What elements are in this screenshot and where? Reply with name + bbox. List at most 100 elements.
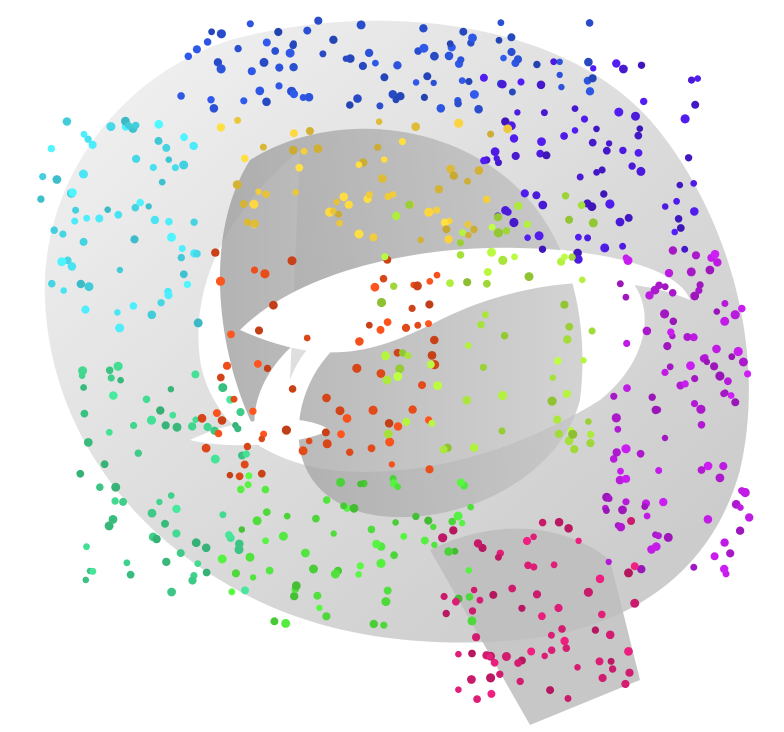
data-point	[464, 221, 472, 228]
data-point	[713, 258, 722, 267]
data-point	[676, 224, 685, 232]
data-point	[374, 143, 382, 151]
data-point	[720, 538, 729, 547]
data-point	[508, 88, 516, 96]
data-point	[316, 604, 323, 612]
data-point	[427, 351, 437, 360]
data-point	[249, 574, 257, 581]
data-point	[79, 237, 88, 246]
data-point	[634, 131, 643, 140]
data-point	[493, 155, 500, 162]
data-point	[261, 485, 270, 494]
data-point	[487, 130, 495, 138]
data-point	[465, 593, 474, 601]
data-point	[465, 567, 473, 574]
data-point	[436, 104, 446, 113]
data-point	[147, 508, 157, 518]
data-point	[542, 151, 551, 160]
data-point	[394, 483, 402, 491]
data-point	[83, 543, 90, 551]
data-point	[162, 143, 171, 152]
data-point	[367, 444, 376, 453]
data-point	[389, 191, 397, 198]
data-point	[636, 449, 645, 458]
data-point	[467, 616, 477, 626]
data-point	[668, 246, 678, 255]
data-point	[547, 396, 557, 406]
data-point	[624, 213, 633, 222]
data-point	[470, 225, 478, 234]
data-point	[595, 657, 604, 666]
data-point	[162, 557, 171, 567]
data-point	[342, 414, 352, 423]
data-point	[454, 118, 464, 128]
data-point	[481, 311, 489, 319]
data-point	[201, 443, 211, 453]
data-point	[290, 592, 299, 601]
data-point	[468, 607, 477, 615]
data-point	[470, 586, 478, 594]
data-point	[322, 439, 332, 449]
data-point	[624, 647, 633, 656]
data-point	[502, 227, 511, 235]
data-point	[694, 75, 701, 82]
data-point	[498, 80, 507, 89]
data-point	[161, 421, 170, 430]
data-point	[62, 117, 72, 126]
data-point	[335, 406, 345, 416]
data-point	[446, 279, 454, 287]
data-point	[430, 79, 437, 87]
data-point	[684, 154, 693, 162]
data-point	[342, 55, 350, 62]
data-point	[219, 511, 227, 519]
data-point	[641, 503, 649, 510]
point-cloud	[37, 16, 754, 703]
data-point	[467, 503, 475, 511]
data-point	[507, 33, 516, 42]
data-point	[337, 430, 345, 439]
data-point	[262, 190, 270, 198]
data-point	[423, 72, 432, 81]
data-point	[281, 618, 291, 628]
data-point	[442, 609, 450, 618]
data-point	[676, 181, 684, 189]
data-point	[335, 210, 342, 218]
data-point	[495, 36, 503, 44]
data-point	[476, 596, 484, 604]
data-point	[288, 385, 297, 393]
data-point	[477, 320, 485, 329]
data-point	[254, 326, 264, 335]
data-point	[674, 215, 683, 223]
data-point	[690, 180, 698, 187]
data-point	[486, 673, 496, 683]
data-point	[517, 78, 525, 86]
data-point	[697, 421, 706, 429]
data-point	[720, 316, 730, 326]
data-point	[433, 271, 441, 279]
data-point	[84, 135, 92, 143]
data-point	[586, 430, 595, 439]
data-point	[314, 16, 323, 25]
data-point	[705, 265, 715, 275]
data-point	[487, 247, 496, 257]
data-point	[412, 79, 420, 86]
data-point	[554, 357, 562, 365]
data-point	[424, 207, 434, 217]
data-point	[586, 439, 595, 448]
data-point	[370, 282, 380, 292]
data-point	[193, 249, 201, 258]
data-point	[57, 257, 67, 267]
data-point	[462, 395, 472, 405]
data-point	[547, 631, 555, 639]
data-point	[412, 281, 422, 291]
data-point	[356, 20, 366, 30]
data-point	[197, 413, 207, 423]
data-point	[455, 686, 462, 693]
data-point	[433, 206, 441, 214]
data-point	[322, 393, 331, 403]
data-point	[623, 384, 631, 392]
data-point	[494, 553, 502, 561]
data-point	[425, 320, 432, 328]
data-point	[164, 291, 173, 300]
data-point	[76, 469, 85, 478]
